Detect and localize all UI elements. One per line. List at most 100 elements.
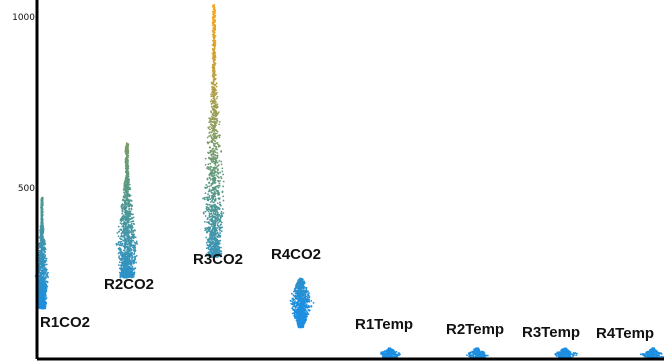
data-point bbox=[206, 186, 208, 189]
data-point bbox=[211, 194, 213, 197]
data-point bbox=[39, 250, 42, 253]
data-point bbox=[120, 204, 123, 207]
data-point bbox=[209, 119, 212, 122]
data-point bbox=[40, 238, 43, 241]
data-point bbox=[131, 265, 134, 268]
data-point bbox=[126, 163, 129, 166]
data-point bbox=[41, 205, 44, 208]
data-point bbox=[133, 246, 136, 249]
data-point bbox=[122, 219, 125, 221]
data-point bbox=[209, 100, 212, 103]
data-point bbox=[117, 241, 120, 243]
data-point bbox=[208, 121, 211, 124]
data-point bbox=[217, 184, 220, 187]
data-point bbox=[42, 281, 45, 284]
data-point bbox=[212, 88, 215, 91]
data-point bbox=[122, 206, 125, 209]
data-point bbox=[42, 243, 45, 246]
data-point bbox=[212, 104, 215, 107]
data-point bbox=[122, 227, 125, 230]
data-point bbox=[125, 175, 128, 178]
data-point bbox=[123, 200, 126, 203]
data-point bbox=[126, 190, 129, 193]
data-point bbox=[221, 190, 224, 193]
data-point bbox=[216, 206, 219, 209]
data-point bbox=[208, 185, 211, 188]
data-point bbox=[212, 80, 215, 83]
data-point bbox=[127, 172, 129, 174]
data-point bbox=[123, 234, 125, 237]
data-point bbox=[128, 188, 130, 191]
data-point bbox=[208, 141, 211, 144]
data-point bbox=[204, 210, 207, 213]
data-point bbox=[218, 228, 221, 231]
data-point bbox=[121, 212, 124, 215]
data-point bbox=[214, 9, 216, 12]
data-point bbox=[123, 249, 126, 252]
data-point bbox=[40, 228, 43, 231]
data-point bbox=[209, 241, 212, 244]
data-point bbox=[215, 248, 218, 251]
data-point bbox=[210, 210, 212, 213]
data-point bbox=[41, 236, 44, 239]
data-point bbox=[129, 263, 132, 266]
data-point bbox=[119, 257, 121, 260]
data-point bbox=[42, 307, 45, 310]
data-point bbox=[211, 29, 214, 32]
data-point bbox=[116, 232, 119, 234]
data-point bbox=[40, 216, 43, 218]
data-point bbox=[209, 123, 212, 126]
data-point bbox=[40, 226, 43, 229]
data-point bbox=[128, 186, 131, 189]
data-point bbox=[127, 211, 130, 214]
data-point bbox=[204, 157, 207, 160]
data-point bbox=[212, 240, 214, 243]
data-point bbox=[120, 251, 123, 253]
data-point bbox=[132, 231, 134, 234]
data-point bbox=[126, 186, 129, 189]
data-point bbox=[220, 230, 223, 233]
data-point bbox=[218, 120, 221, 123]
data-point bbox=[218, 242, 221, 245]
data-point bbox=[119, 264, 122, 267]
data-point bbox=[211, 231, 214, 234]
data-point bbox=[119, 242, 122, 245]
data-point bbox=[130, 205, 133, 208]
data-point bbox=[220, 221, 223, 224]
group-r2co2-points bbox=[115, 142, 139, 279]
data-point bbox=[205, 184, 208, 186]
data-point bbox=[45, 259, 48, 262]
data-point bbox=[209, 165, 212, 168]
data-point bbox=[40, 275, 42, 277]
data-point bbox=[40, 202, 43, 205]
data-point bbox=[38, 267, 40, 270]
data-point bbox=[126, 234, 129, 237]
data-point bbox=[123, 229, 125, 232]
data-point bbox=[126, 255, 129, 258]
data-point bbox=[206, 177, 209, 180]
data-point bbox=[214, 94, 217, 96]
data-point bbox=[216, 165, 219, 167]
data-point bbox=[120, 266, 123, 269]
data-point bbox=[134, 255, 136, 258]
data-point bbox=[125, 170, 127, 173]
data-point bbox=[40, 220, 43, 222]
data-point bbox=[43, 261, 46, 264]
data-point bbox=[216, 238, 219, 241]
data-point bbox=[204, 186, 206, 189]
data-point bbox=[213, 73, 216, 76]
data-point bbox=[202, 212, 205, 215]
data-point bbox=[213, 180, 216, 182]
data-point bbox=[41, 222, 43, 225]
data-point bbox=[38, 265, 41, 268]
data-point bbox=[41, 199, 44, 202]
data-point bbox=[129, 212, 131, 215]
data-point bbox=[40, 212, 43, 215]
data-point bbox=[221, 215, 224, 217]
data-point bbox=[133, 244, 136, 247]
data-point bbox=[204, 227, 207, 230]
data-point bbox=[120, 235, 122, 238]
data-point bbox=[133, 253, 136, 256]
data-point bbox=[212, 158, 215, 161]
data-point bbox=[208, 181, 211, 184]
